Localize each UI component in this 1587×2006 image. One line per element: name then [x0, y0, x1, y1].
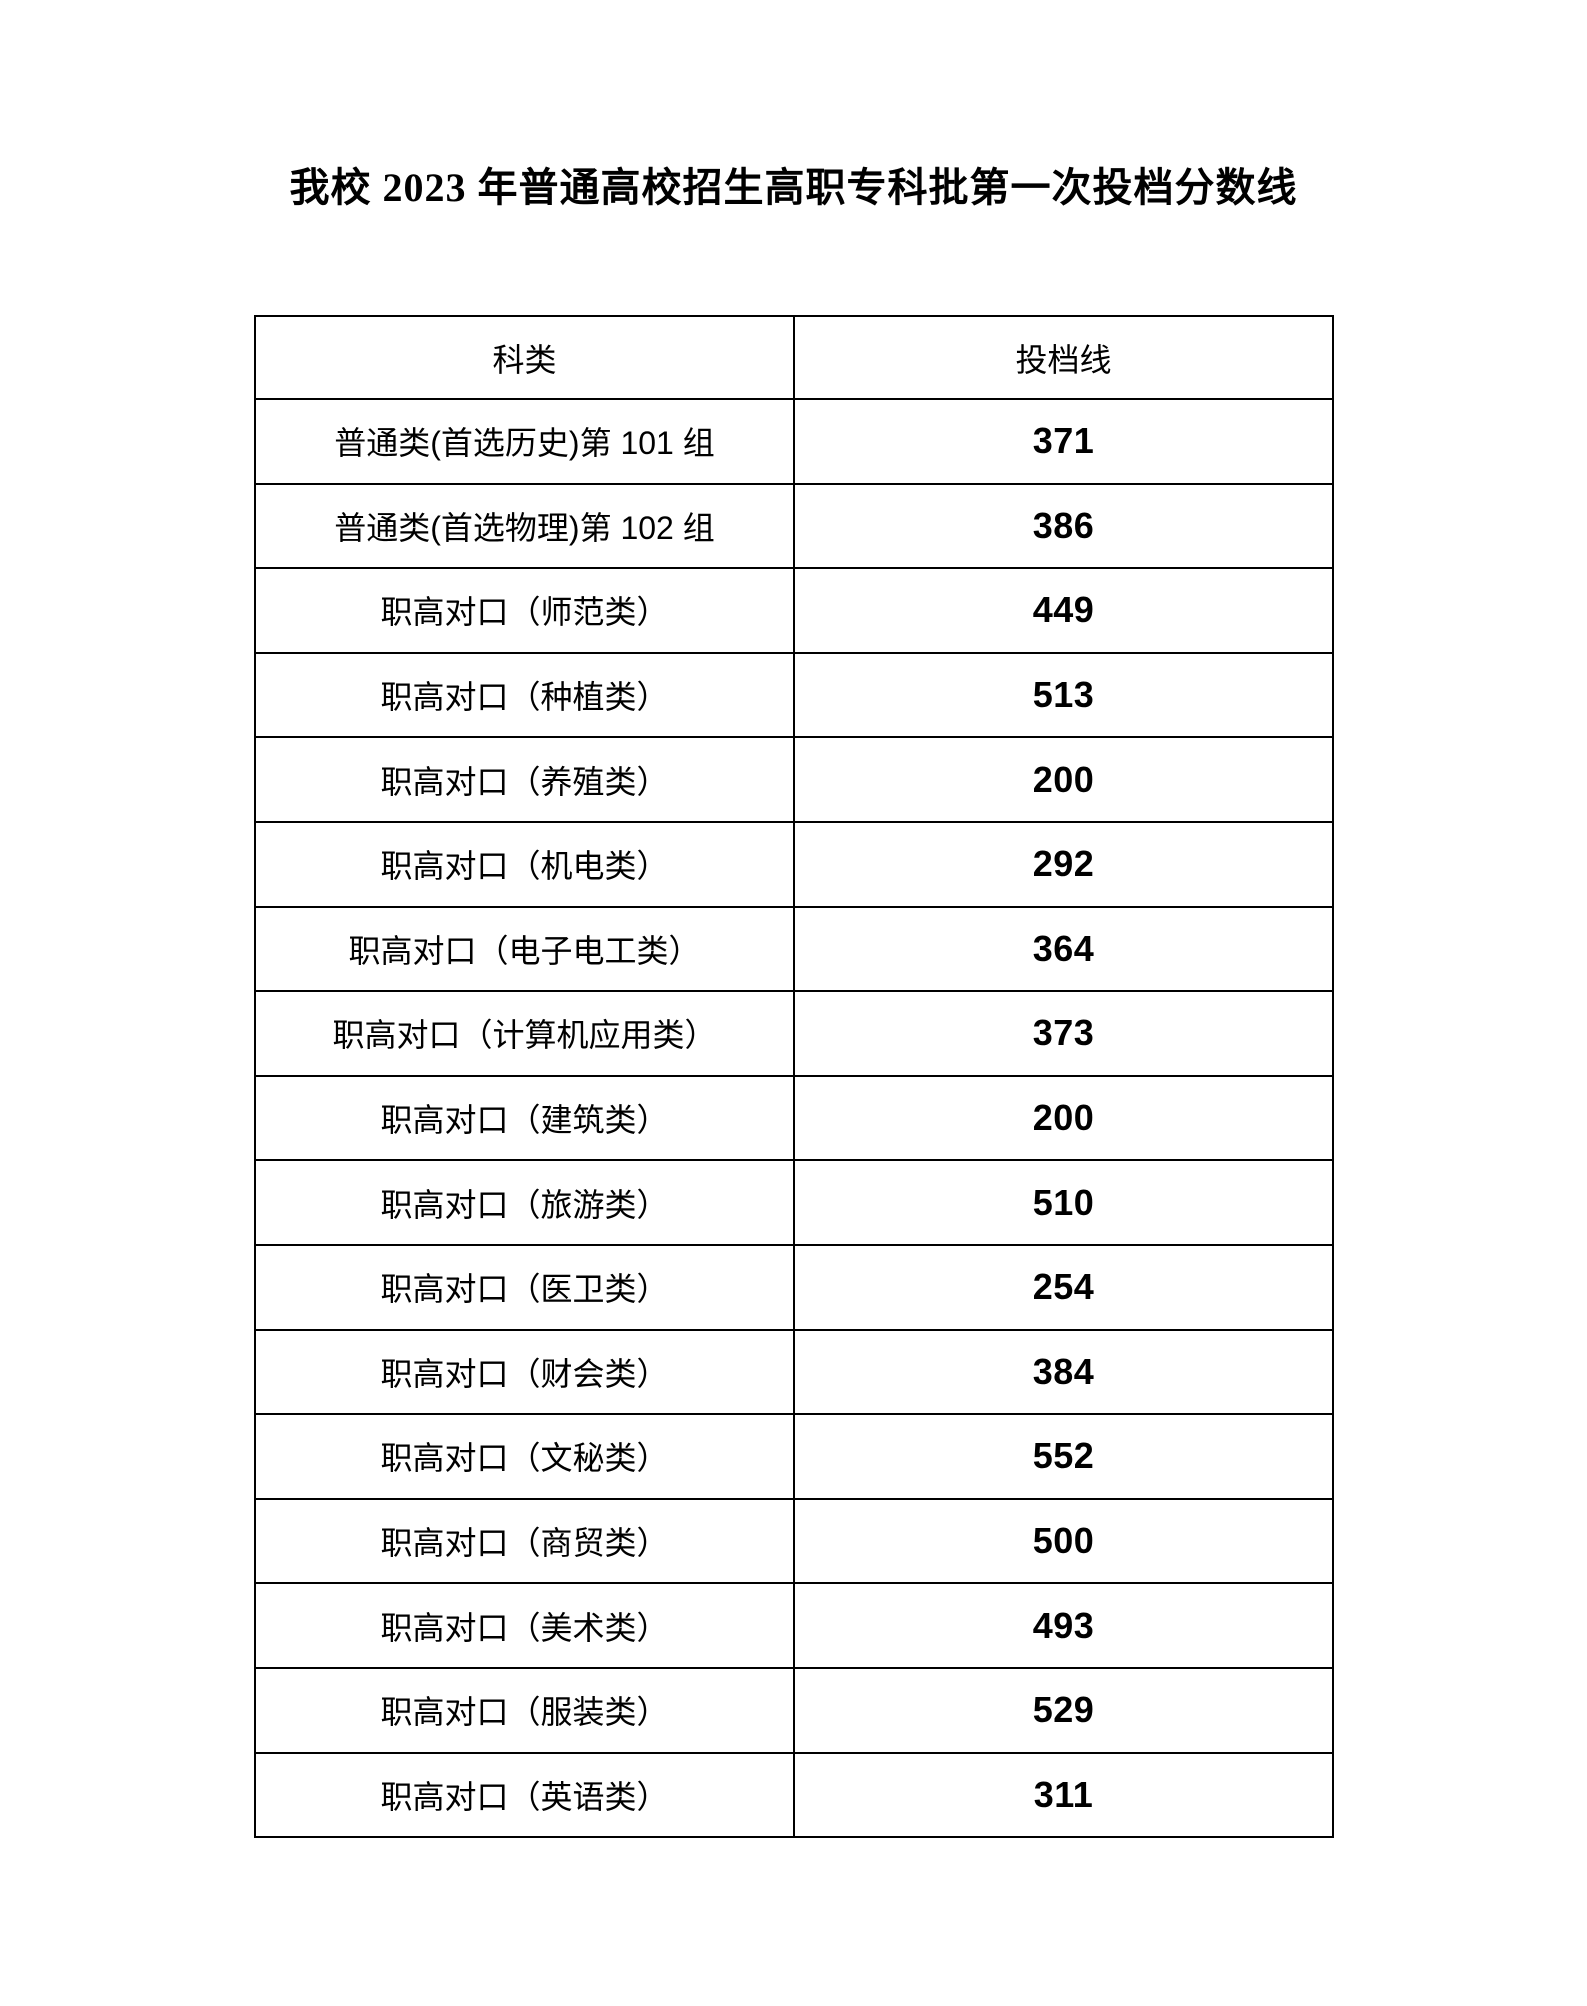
table-row: 职高对口（财会类） 384	[254, 1328, 1334, 1416]
category-cell: 职高对口（英语类）	[254, 1751, 795, 1839]
scores-table: 科类 投档线 普通类(首选历史)第 101 组 371 普通类(首选物理)第 1…	[254, 315, 1334, 1839]
category-cell: 普通类(首选物理)第 102 组	[254, 482, 795, 570]
table-row: 职高对口（服装类） 529	[254, 1666, 1334, 1754]
table-row: 职高对口（商贸类） 500	[254, 1497, 1334, 1585]
score-cell: 513	[793, 651, 1334, 739]
category-cell: 职高对口（文秘类）	[254, 1413, 795, 1500]
category-cell: 职高对口（电子电工类）	[254, 905, 795, 993]
category-cell: 职高对口（师范类）	[254, 567, 795, 654]
score-cell: 529	[793, 1666, 1334, 1754]
score-cell: 292	[793, 820, 1334, 908]
score-cell: 552	[793, 1413, 1334, 1500]
score-cell: 510	[793, 1159, 1334, 1246]
table-row: 普通类(首选物理)第 102 组 386	[254, 482, 1334, 570]
score-cell: 200	[793, 1074, 1334, 1162]
score-cell: 371	[793, 398, 1334, 485]
column-header-score: 投档线	[793, 315, 1334, 400]
table-row: 职高对口（计算机应用类） 373	[254, 990, 1334, 1077]
category-cell: 职高对口（商贸类）	[254, 1497, 795, 1585]
category-cell: 职高对口（美术类）	[254, 1582, 795, 1669]
table-header: 科类 投档线	[254, 315, 1334, 400]
table-row: 职高对口（医卫类） 254	[254, 1243, 1334, 1331]
table-row: 普通类(首选历史)第 101 组 371	[254, 398, 1334, 485]
table-row: 职高对口（种植类） 513	[254, 651, 1334, 739]
column-header-category: 科类	[254, 315, 795, 400]
score-cell: 364	[793, 905, 1334, 993]
category-cell: 职高对口（养殖类）	[254, 736, 795, 823]
category-cell: 职高对口（医卫类）	[254, 1243, 795, 1331]
score-cell: 493	[793, 1582, 1334, 1669]
score-cell: 384	[793, 1328, 1334, 1416]
table-row: 职高对口（旅游类） 510	[254, 1159, 1334, 1246]
header-row: 科类 投档线	[254, 315, 1334, 400]
table-row: 职高对口（建筑类） 200	[254, 1074, 1334, 1162]
table-row: 职高对口（美术类） 493	[254, 1582, 1334, 1669]
category-cell: 职高对口（财会类）	[254, 1328, 795, 1416]
score-cell: 311	[793, 1751, 1334, 1839]
table-row: 职高对口（养殖类） 200	[254, 736, 1334, 823]
score-cell: 449	[793, 567, 1334, 654]
score-cell: 386	[793, 482, 1334, 570]
category-cell: 职高对口（服装类）	[254, 1666, 795, 1754]
table-row: 职高对口（文秘类） 552	[254, 1413, 1334, 1500]
score-cell: 373	[793, 990, 1334, 1077]
table-row: 职高对口（英语类） 311	[254, 1751, 1334, 1839]
category-cell: 职高对口（旅游类）	[254, 1159, 795, 1246]
table-row: 职高对口（电子电工类） 364	[254, 905, 1334, 993]
table-row: 职高对口（机电类） 292	[254, 820, 1334, 908]
category-cell: 普通类(首选历史)第 101 组	[254, 398, 795, 485]
score-cell: 500	[793, 1497, 1334, 1585]
score-cell: 200	[793, 736, 1334, 823]
page-title: 我校 2023 年普通高校招生高职专科批第一次投档分数线	[289, 165, 1298, 210]
category-cell: 职高对口（种植类）	[254, 651, 795, 739]
category-cell: 职高对口（建筑类）	[254, 1074, 795, 1162]
table-row: 职高对口（师范类） 449	[254, 567, 1334, 654]
category-cell: 职高对口（计算机应用类）	[254, 990, 795, 1077]
score-cell: 254	[793, 1243, 1334, 1331]
category-cell: 职高对口（机电类）	[254, 820, 795, 908]
table-body: 普通类(首选历史)第 101 组 371 普通类(首选物理)第 102 组 38…	[254, 398, 1334, 1839]
